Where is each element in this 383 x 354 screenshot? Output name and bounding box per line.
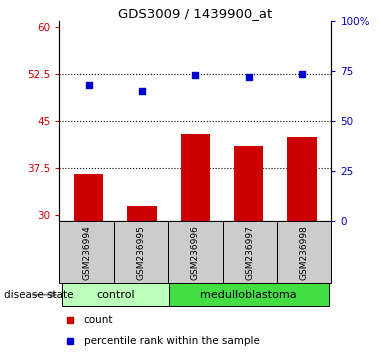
Text: medulloblastoma: medulloblastoma [200, 290, 297, 300]
Text: disease state: disease state [4, 290, 73, 300]
Bar [62, 283, 169, 306]
Text: GSM236998: GSM236998 [300, 225, 309, 280]
Text: GSM236997: GSM236997 [245, 225, 254, 280]
Bar [74, 175, 103, 221]
Text: GSM236996: GSM236996 [191, 225, 200, 280]
Text: GSM236994: GSM236994 [82, 225, 91, 280]
Bar [181, 134, 210, 221]
Bar [234, 146, 264, 221]
Point [299, 72, 305, 77]
Bar [59, 221, 114, 283]
Bar [114, 221, 168, 283]
Bar [128, 206, 157, 221]
Point [139, 88, 145, 94]
Text: GSM236995: GSM236995 [136, 225, 146, 280]
Text: count: count [84, 315, 113, 325]
Point [192, 73, 198, 78]
Bar [287, 137, 317, 221]
Point [86, 82, 92, 88]
Text: percentile rank within the sample: percentile rank within the sample [84, 336, 260, 346]
Bar [168, 221, 223, 283]
Bar [277, 221, 331, 283]
Bar [169, 283, 329, 306]
Point [246, 74, 252, 80]
Title: GDS3009 / 1439900_at: GDS3009 / 1439900_at [118, 7, 272, 20]
Bar [223, 221, 277, 283]
Text: control: control [96, 290, 135, 300]
